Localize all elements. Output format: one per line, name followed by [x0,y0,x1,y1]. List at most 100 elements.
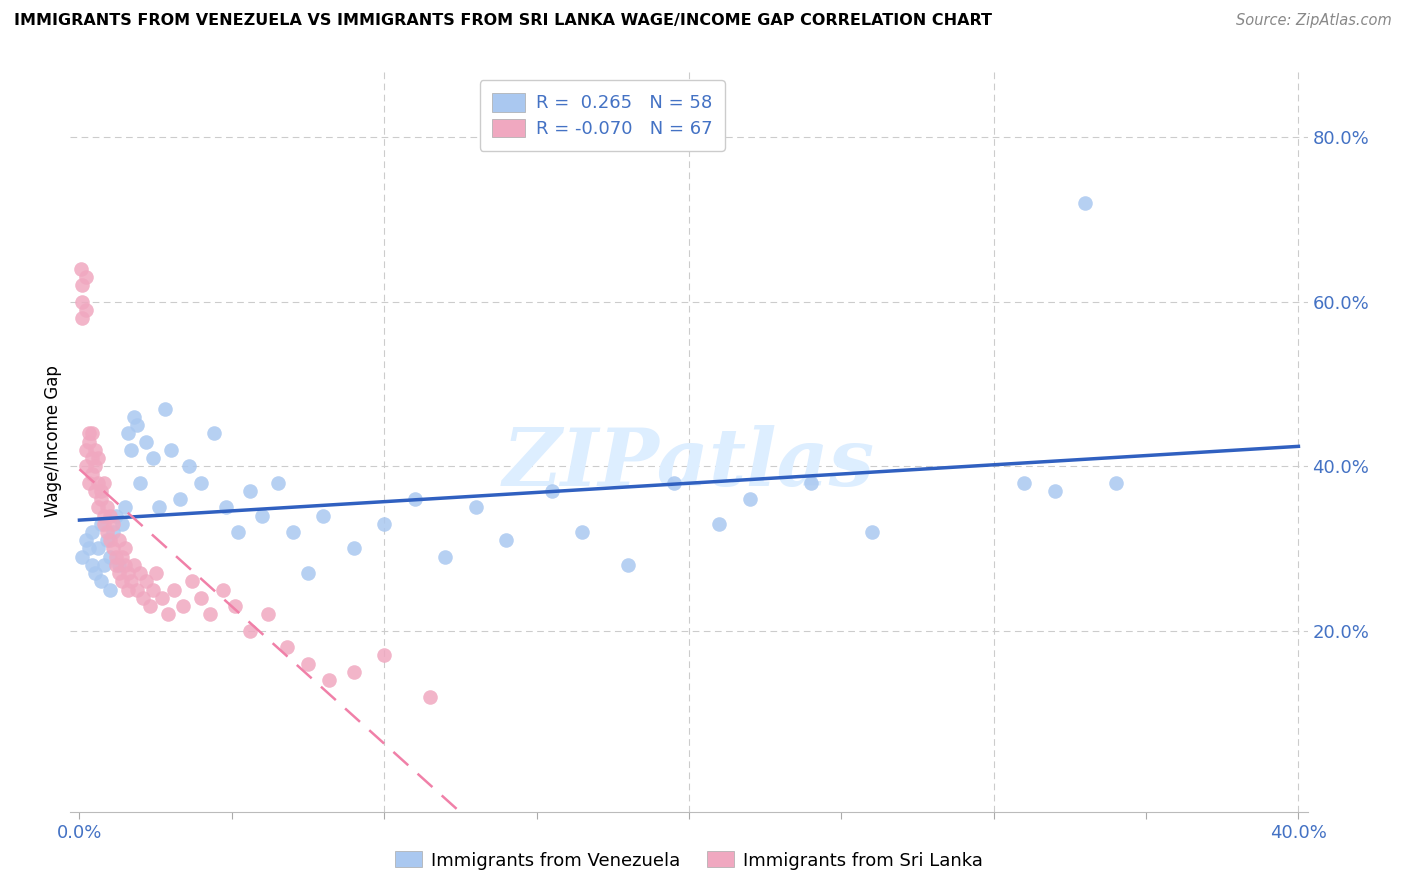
Point [163,582,186,597]
Point [127,582,149,597]
Point [224,599,246,613]
Point [90,492,112,507]
Point [93,516,115,531]
Point [239,483,262,498]
Point [266,475,288,490]
Point [464,500,486,515]
Y-axis label: Wage/Income Gap: Wage/Income Gap [44,366,62,517]
Point [276,640,298,655]
Legend: Immigrants from Venezuela, Immigrants from Sri Lanka: Immigrants from Venezuela, Immigrants fr… [388,844,990,877]
Point [120,574,142,589]
Point [105,508,128,523]
Point [124,558,146,572]
Point [252,508,274,523]
Point [404,492,426,507]
Point [257,607,280,622]
Point [343,541,366,556]
Point [72,294,94,309]
Point [127,418,149,433]
Point [87,475,110,490]
Text: Source: ZipAtlas.com: Source: ZipAtlas.com [1236,13,1392,29]
Point [138,599,160,613]
Point [1012,475,1035,490]
Point [1104,475,1126,490]
Point [200,607,222,622]
Point [111,549,134,564]
Point [77,434,100,449]
Point [83,483,105,498]
Point [297,657,319,671]
Point [93,508,115,523]
Point [93,475,115,490]
Point [108,566,131,581]
Point [150,591,173,605]
Point [72,549,94,564]
Point [108,558,131,572]
Point [80,558,103,572]
Point [860,524,883,539]
Point [124,409,146,424]
Point [148,500,170,515]
Point [135,434,157,449]
Point [96,533,118,548]
Point [281,524,304,539]
Point [120,442,142,457]
Point [373,516,395,531]
Point [117,582,139,597]
Point [98,508,121,523]
Point [87,500,110,515]
Point [101,516,124,531]
Point [75,442,97,457]
Point [1043,483,1066,498]
Point [111,516,134,531]
Point [80,467,103,482]
Point [172,599,194,613]
Point [709,516,731,531]
Point [571,524,593,539]
Point [72,278,94,293]
Point [77,541,100,556]
Point [156,607,179,622]
Point [179,459,201,474]
Point [98,533,121,548]
Point [93,558,115,572]
Text: IMMIGRANTS FROM VENEZUELA VS IMMIGRANTS FROM SRI LANKA WAGE/INCOME GAP CORRELATI: IMMIGRANTS FROM VENEZUELA VS IMMIGRANTS … [14,13,993,29]
Point [111,574,134,589]
Point [101,541,124,556]
Point [90,516,112,531]
Point [87,450,110,465]
Point [114,500,136,515]
Point [96,500,118,515]
Point [83,442,105,457]
Point [145,566,167,581]
Point [169,492,191,507]
Point [75,459,97,474]
Point [129,475,152,490]
Point [434,549,457,564]
Point [190,591,212,605]
Point [101,524,124,539]
Point [190,475,212,490]
Point [738,492,761,507]
Point [132,591,155,605]
Point [202,426,225,441]
Point [373,648,395,663]
Point [215,500,238,515]
Point [153,401,176,416]
Point [142,582,165,597]
Point [108,533,131,548]
Point [540,483,562,498]
Point [80,450,103,465]
Point [117,566,139,581]
Point [129,566,152,581]
Point [75,533,97,548]
Point [75,302,97,317]
Point [312,508,335,523]
Point [343,665,366,679]
Point [83,459,105,474]
Point [142,450,165,465]
Point [318,673,340,687]
Point [90,574,112,589]
Point [239,624,262,638]
Point [211,582,233,597]
